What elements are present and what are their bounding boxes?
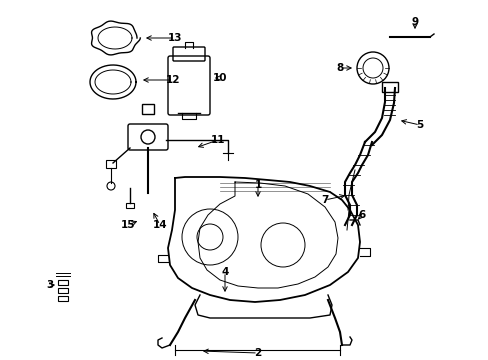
Text: 9: 9 (410, 17, 418, 27)
Text: 10: 10 (212, 73, 227, 83)
Text: 2: 2 (254, 348, 261, 358)
Text: 6: 6 (358, 210, 365, 220)
Bar (126, 203, 134, 208)
Text: 5: 5 (415, 120, 423, 130)
Bar (58, 296, 68, 301)
Bar (142, 104, 154, 114)
Bar (106, 160, 116, 168)
Text: 13: 13 (167, 33, 182, 43)
Text: 12: 12 (165, 75, 180, 85)
Text: 1: 1 (254, 180, 261, 190)
Text: 7: 7 (321, 195, 328, 205)
Bar (58, 280, 68, 285)
Text: 15: 15 (121, 220, 135, 230)
Bar (381, 82, 397, 92)
Text: 8: 8 (336, 63, 343, 73)
Text: 11: 11 (210, 135, 225, 145)
Text: 14: 14 (152, 220, 167, 230)
Text: 4: 4 (221, 267, 228, 277)
Bar (58, 288, 68, 293)
Text: 3: 3 (46, 280, 54, 290)
